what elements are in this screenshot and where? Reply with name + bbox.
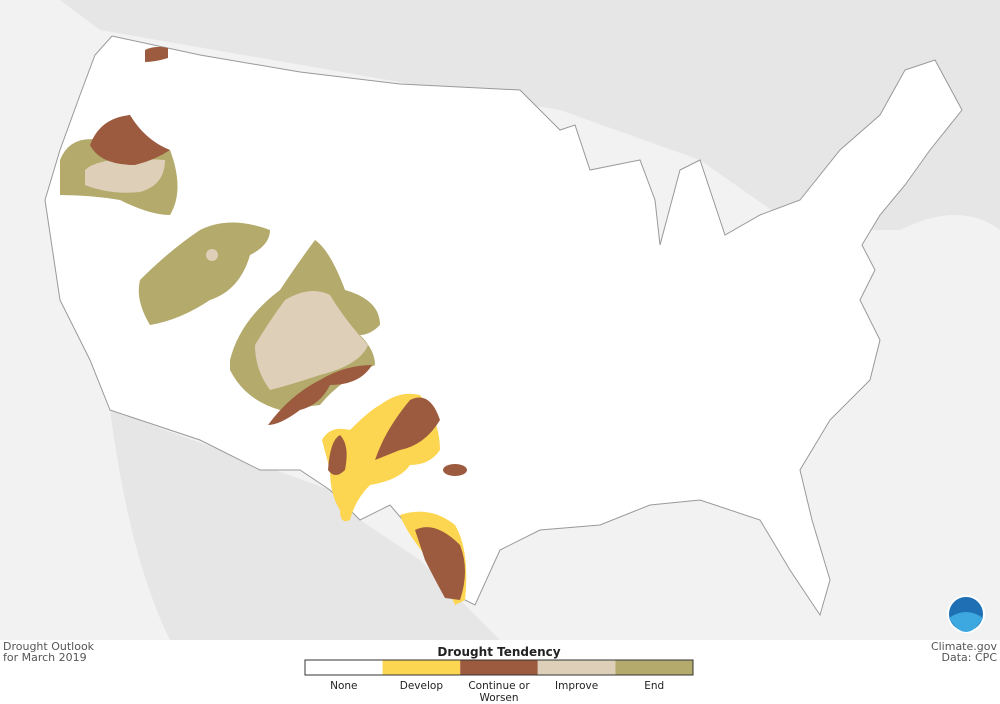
improve-area <box>85 158 165 193</box>
noaa-logo-wave <box>949 612 983 632</box>
legend-swatch <box>382 660 461 675</box>
legend-frame <box>304 659 694 676</box>
continue-area <box>443 464 467 476</box>
continue-area <box>415 527 465 600</box>
continue-area <box>90 115 170 165</box>
improve-area <box>255 291 368 390</box>
mexico <box>110 410 500 640</box>
us-outline <box>44 35 963 617</box>
continue-area <box>375 397 440 460</box>
data-credit: Data: CPC <box>941 651 997 664</box>
subtitle: for March 2019 <box>3 651 87 664</box>
improve-area <box>206 249 218 261</box>
legend-label: End <box>644 680 665 692</box>
legend-swatch <box>615 660 693 675</box>
source: Climate.gov <box>930 640 997 653</box>
continue-area <box>328 435 347 475</box>
legend-swatch <box>305 660 383 675</box>
legend-label: Continue or Worsen <box>468 680 530 704</box>
legend-swatch <box>460 660 538 675</box>
legend-label: Develop <box>399 680 443 692</box>
end-area <box>138 222 270 325</box>
drought-areas <box>60 46 467 605</box>
continue-area <box>268 365 372 425</box>
legend-swatch <box>537 660 616 675</box>
legend <box>304 659 694 676</box>
continue-area <box>145 46 168 62</box>
canada <box>60 0 1000 230</box>
title: Drought Outlook <box>3 640 95 653</box>
legend-label: None <box>330 680 358 692</box>
legend-title: Drought Tendency <box>437 645 561 659</box>
legend-label: Improve <box>555 680 599 692</box>
